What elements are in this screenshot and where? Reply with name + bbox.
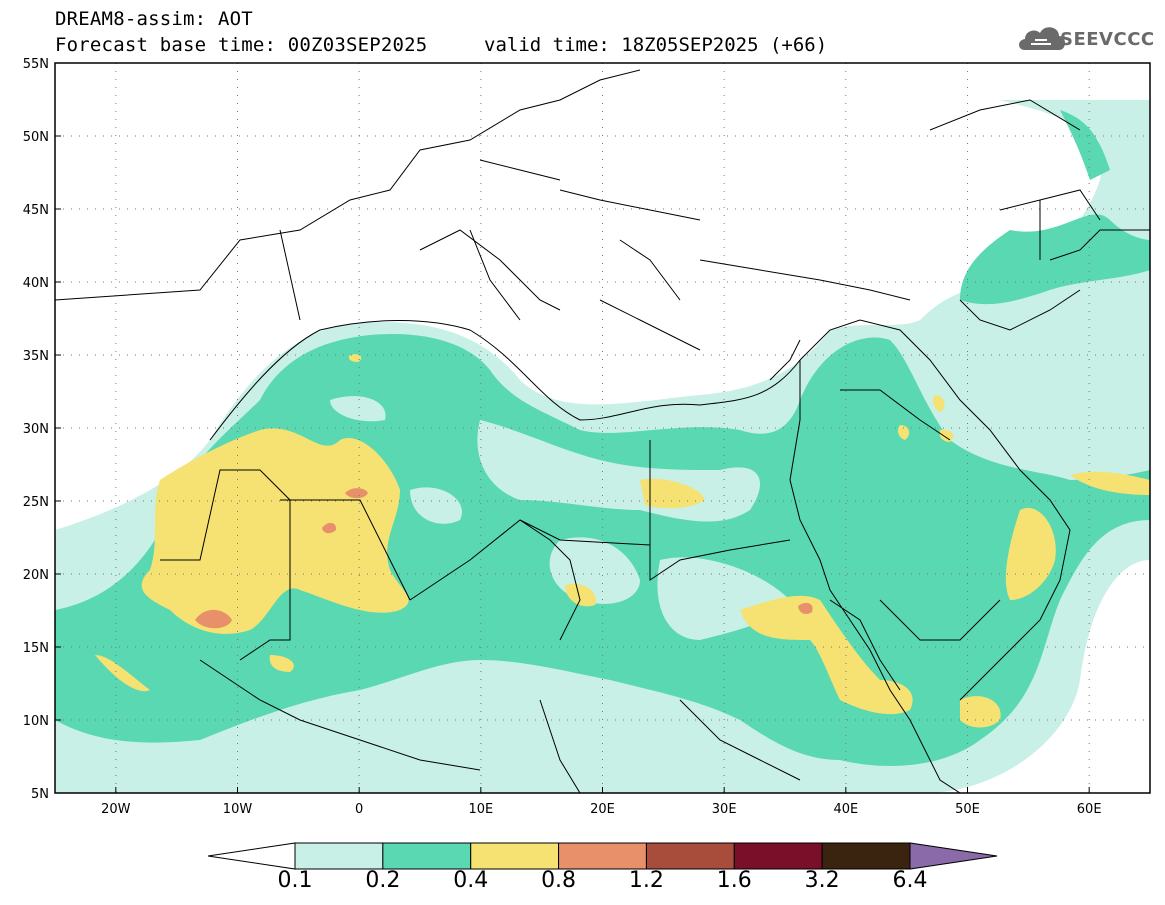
colorbar-under-arrow bbox=[207, 842, 296, 870]
lat-label: 30N bbox=[23, 422, 49, 437]
lon-label: 20E bbox=[590, 802, 615, 817]
aot-field bbox=[55, 100, 1150, 793]
colorbar-box bbox=[821, 842, 911, 870]
cloud-icon bbox=[1019, 27, 1065, 50]
colorbar-tick-label: 6.4 bbox=[892, 868, 928, 893]
colorbar-box bbox=[733, 842, 823, 870]
colorbar-tick-label: 0.4 bbox=[453, 868, 489, 893]
lon-label: 10W bbox=[223, 802, 253, 817]
colorbar-tick-label: 1.2 bbox=[628, 868, 664, 893]
logo-text: SEEVCCC bbox=[1060, 29, 1155, 50]
colorbar-box bbox=[382, 842, 472, 870]
map-title: DREAM8-assim: AOT bbox=[55, 8, 253, 30]
lon-label: 50E bbox=[955, 802, 980, 817]
longitude-labels: 20W 10W 0 10E 20E 30E 40E 50E 60E bbox=[101, 787, 1102, 817]
colorbar-box bbox=[558, 842, 647, 870]
lat-label: 55N bbox=[23, 57, 49, 72]
lat-label: 5N bbox=[31, 787, 49, 802]
colorbar-box bbox=[470, 842, 560, 870]
lon-label: 40E bbox=[833, 802, 858, 817]
lat-label: 35N bbox=[23, 349, 49, 364]
coastlines bbox=[55, 69, 1150, 793]
colorbar bbox=[207, 842, 998, 870]
lat-label: 20N bbox=[23, 568, 49, 583]
colorbar-box bbox=[645, 842, 735, 870]
latitude-labels: 55N 50N 45N 40N 35N 30N 25N 20N 15N 10N 5N bbox=[23, 57, 61, 802]
lat-label: 45N bbox=[23, 203, 49, 218]
colorbar-tick-label: 0.8 bbox=[541, 868, 577, 893]
aot-level-0.8 bbox=[195, 488, 813, 629]
lat-label: 10N bbox=[23, 714, 49, 729]
colorbar-tick-label: 0.1 bbox=[277, 868, 313, 893]
lon-label: 0 bbox=[355, 802, 363, 817]
map-grid bbox=[55, 63, 1150, 793]
colorbar-box bbox=[294, 842, 384, 870]
valid-time-label: valid time: 18Z05SEP2025 (+66) bbox=[484, 34, 828, 56]
colorbar-over-arrow bbox=[909, 842, 998, 870]
base-time-label: Forecast base time: 00Z03SEP2025 bbox=[55, 34, 428, 56]
lon-label: 20W bbox=[101, 802, 131, 817]
colorbar-tick-label: 1.6 bbox=[716, 868, 752, 893]
lat-label: 40N bbox=[23, 276, 49, 291]
aot-level-0.4 bbox=[95, 354, 1150, 728]
lon-label: 10E bbox=[468, 802, 493, 817]
lat-label: 15N bbox=[23, 641, 49, 656]
lon-label: 60E bbox=[1077, 802, 1102, 817]
colorbar-tick-label: 0.2 bbox=[365, 868, 401, 893]
lon-label: 30E bbox=[712, 802, 737, 817]
lat-label: 25N bbox=[23, 495, 49, 510]
lat-label: 50N bbox=[23, 130, 49, 145]
colorbar-tick-label: 3.2 bbox=[804, 868, 840, 893]
